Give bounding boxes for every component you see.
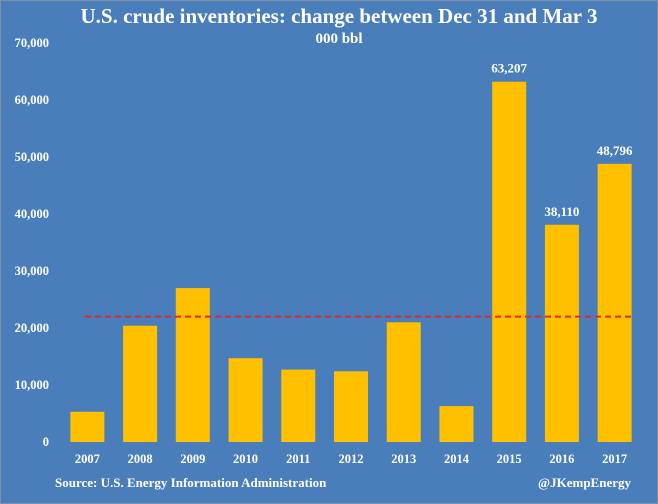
bar-2009: [175, 288, 210, 442]
data-label-2017: 48,796: [597, 143, 633, 158]
data-label-2015: 63,207: [491, 61, 527, 76]
y-tick-label: 40,000: [15, 207, 49, 221]
bar-2014: [439, 406, 474, 442]
y-tick-label: 20,000: [15, 321, 49, 335]
bar-2012: [334, 371, 368, 442]
y-tick-label: 30,000: [15, 264, 49, 278]
x-tick-label: 2007: [75, 452, 100, 466]
y-axis: 0 10,000 20,000 30,000 40,000 50,000 60,000 70,…: [15, 36, 49, 449]
chart-subtitle: 000 bbl: [315, 31, 362, 47]
y-tick-label: 70,000: [15, 36, 49, 50]
x-tick-label: 2017: [602, 452, 627, 466]
x-tick-label: 2010: [233, 452, 258, 466]
x-tick-label: 2016: [549, 452, 574, 466]
bar-2010: [228, 358, 263, 442]
author-credit: @JKempEnergy: [538, 475, 631, 490]
y-tick-label: 50,000: [15, 150, 49, 164]
bar-2015: [492, 81, 527, 443]
y-tick-label: 10,000: [15, 378, 49, 392]
x-axis: 2007 2008 2009 2010 2011 2012 2013 2014 2015 2016…: [75, 452, 627, 466]
y-tick-label: 60,000: [15, 93, 49, 107]
x-tick-label: 2011: [286, 452, 310, 466]
data-labels-group: 63,207 38,110 48,796: [491, 61, 633, 219]
x-tick-label: 2008: [128, 452, 153, 466]
x-tick-label: 2014: [444, 452, 470, 466]
bar-2013: [386, 322, 421, 442]
chart-title: U.S. crude inventories: change between D…: [81, 4, 598, 28]
bar-2008: [123, 325, 158, 442]
bar-2017: [597, 163, 632, 442]
data-label-2016: 38,110: [544, 204, 579, 219]
y-tick-label: 0: [43, 435, 49, 449]
bar-2007: [70, 411, 105, 442]
x-tick-label: 2009: [180, 452, 205, 466]
bar-2011: [281, 369, 316, 442]
x-tick-label: 2015: [497, 452, 522, 466]
x-tick-label: 2013: [391, 452, 416, 466]
bar-2016: [544, 224, 579, 442]
source-note: Source: U.S. Energy Information Administ…: [55, 475, 327, 490]
bars-group: [70, 81, 632, 443]
x-tick-label: 2012: [339, 452, 364, 466]
